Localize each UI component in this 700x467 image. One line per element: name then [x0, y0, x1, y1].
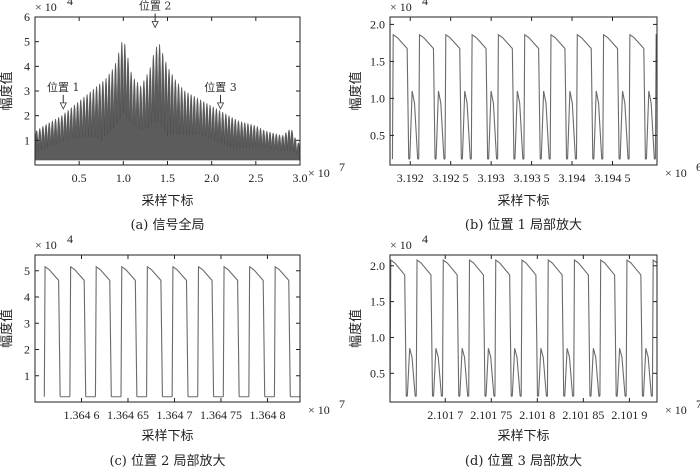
- x-exponent-label: × 10: [665, 403, 687, 417]
- x-tick-label: 0.5: [72, 171, 87, 185]
- x-axis-label: 采样下标: [497, 194, 549, 209]
- y-axis-label: 幅度值: [0, 71, 15, 110]
- x-tick-label: 3.194: [559, 171, 586, 185]
- x-tick-label: 3.193: [478, 171, 505, 185]
- x-tick-label: 1.364 65: [107, 408, 149, 422]
- x-tick-label: 1.5: [160, 171, 175, 185]
- y-tick-label: 4: [24, 59, 30, 73]
- signal-line: [390, 258, 657, 397]
- x-tick-label: 2.0: [204, 171, 219, 185]
- y-exponent-label: × 10: [390, 238, 412, 252]
- panel-c: 1.364 6 1.364 65 1.364 7 1.364 75 1.364 8 1 2 3…: [0, 232, 345, 467]
- x-tick-label: 1.0: [116, 171, 131, 185]
- x-exponent-label: × 10: [308, 403, 330, 417]
- y-tick-label: 1.5: [370, 54, 385, 68]
- x-tick-label: 2.101 75: [470, 408, 512, 422]
- y-exponent-label: × 10: [35, 238, 57, 252]
- x-axis-label: 采样下标: [497, 429, 549, 444]
- y-exponent-power: 4: [422, 0, 428, 8]
- y-tick-label: 4: [24, 290, 30, 304]
- x-tick-label: 1.364 8: [249, 408, 285, 422]
- y-tick-label: 2: [24, 343, 30, 357]
- annotation-arrowhead: [216, 102, 225, 110]
- x-axis-label: 采样下标: [141, 194, 193, 209]
- annotation-arrowhead: [151, 21, 159, 29]
- y-tick-label: 5: [24, 264, 30, 278]
- y-exponent-label: × 10: [390, 0, 412, 14]
- y-exponent-label: × 10: [35, 0, 57, 14]
- y-tick-label: 3: [24, 84, 30, 98]
- x-tick-label: 3.0: [293, 171, 308, 185]
- panel-d: 2.101 7 2.101 75 2.101 8 2.101 85 2.101 9 0.5…: [348, 232, 700, 467]
- x-tick-label: 2.101 85: [562, 408, 604, 422]
- x-tick-label: 2.101 7: [427, 408, 463, 422]
- x-axis-label: 采样下标: [141, 429, 193, 444]
- x-tick-label: 2.5: [248, 171, 263, 185]
- y-tick-label: 2.0: [370, 259, 385, 273]
- y-tick-label: 1: [24, 133, 30, 147]
- y-tick-label: 1.5: [370, 295, 385, 309]
- plot-area: [35, 41, 300, 161]
- x-tick-label: 3.192 5: [433, 171, 469, 185]
- panel-caption: (d) 位置 3 局部放大: [465, 454, 582, 467]
- x-exponent-label: × 10: [308, 166, 330, 180]
- y-axis-label: 幅度值: [0, 309, 15, 348]
- x-exponent-power: 7: [339, 397, 345, 411]
- annotation-label: 位置 3: [204, 80, 237, 94]
- y-tick-label: 5: [24, 35, 30, 49]
- y-tick-label: 0.5: [370, 128, 385, 142]
- plot-area: [390, 258, 657, 397]
- panel-caption: (a) 信号全局: [130, 217, 204, 233]
- axes-frame: [34, 254, 301, 403]
- x-tick-label: 3.194 5: [595, 171, 631, 185]
- x-exponent-power: 7: [339, 160, 345, 174]
- x-tick-label: 1.364 6: [63, 408, 99, 422]
- panel-b: 3.192 3.192 5 3.193 3.193 5 3.194 3.194 5 0.5 1…: [348, 0, 700, 233]
- y-exponent-power: 4: [67, 232, 73, 246]
- x-tick-label: 2.101 9: [611, 408, 647, 422]
- y-tick-label: 1.0: [370, 330, 385, 344]
- axes-frame: [389, 16, 658, 166]
- panel-caption: (c) 位置 2 局部放大: [109, 454, 225, 467]
- signal-line: [391, 33, 657, 160]
- y-tick-label: 1: [24, 369, 30, 383]
- y-exponent-power: 4: [422, 232, 428, 246]
- axes-frame: [389, 254, 658, 403]
- y-axis-label: 幅度值: [348, 71, 364, 110]
- x-exponent-label: × 10: [665, 166, 687, 180]
- y-exponent-power: 4: [67, 0, 73, 8]
- y-tick-label: 1.0: [370, 91, 385, 105]
- y-tick-label: 2.0: [370, 17, 385, 31]
- plot-area: [43, 265, 300, 398]
- y-axis-label: 幅度值: [348, 309, 364, 348]
- x-exponent-power: 7: [696, 397, 700, 411]
- y-tick-label: 0.5: [370, 366, 385, 380]
- y-tick-label: 2: [24, 109, 30, 123]
- panel-caption: (b) 位置 1 局部放大: [465, 218, 582, 233]
- y-tick-label: 6: [24, 10, 30, 24]
- annotation-label: 位置 1: [47, 80, 80, 94]
- x-tick-label: 3.192: [397, 171, 424, 185]
- y-tick-label: 3: [24, 316, 30, 330]
- x-tick-label: 2.101 8: [519, 408, 555, 422]
- annotation-label: 位置 2: [139, 0, 172, 12]
- signal-line: [43, 265, 300, 398]
- x-tick-label: 3.193 5: [514, 171, 550, 185]
- x-exponent-power: 6: [696, 160, 700, 174]
- panel-a: 位置 1 位置 2 位置 3 0.5 1.0 1.5 2.0 2.5 3.0 1 2 3 4 5 6 × 10…: [0, 0, 345, 233]
- signal-area: [35, 41, 300, 161]
- annotation-arrowhead: [59, 102, 67, 110]
- x-tick-label: 1.364 7: [156, 408, 192, 422]
- plot-area: [391, 33, 657, 160]
- x-tick-label: 1.364 75: [200, 408, 242, 422]
